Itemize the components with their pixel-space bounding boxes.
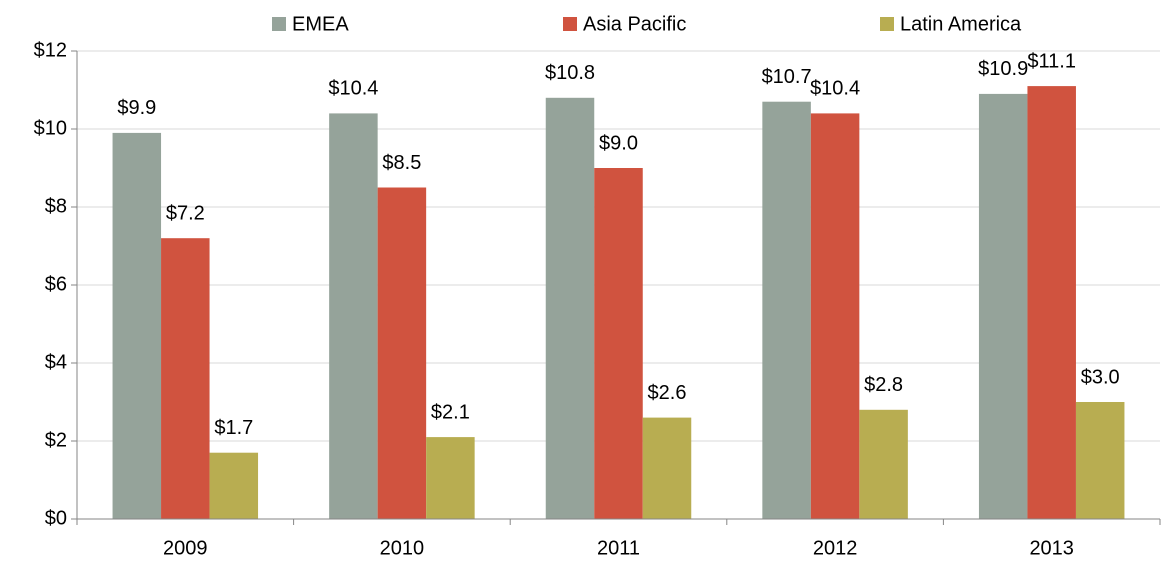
bar [377,187,427,519]
bar [594,168,643,519]
x-tick-label: 2009 [163,537,208,559]
value-label: $9.0 [599,132,638,154]
bar [329,113,378,520]
bar [112,132,162,519]
value-label: $10.4 [328,78,378,100]
value-label: $10.4 [810,78,860,100]
bar [209,452,259,519]
value-label: $7.2 [166,202,205,224]
y-tick-label: $10 [34,117,67,139]
bar [859,409,908,519]
value-label: $2.1 [431,401,470,423]
x-tick-label: 2013 [1029,537,1074,559]
y-tick-label: $12 [34,39,67,61]
value-label: $2.6 [648,382,687,404]
bar [1075,402,1125,519]
legend-swatch [272,17,286,31]
value-label: $3.0 [1081,366,1120,388]
value-label: $10.8 [545,62,595,84]
legend-swatch [563,17,577,31]
legend-swatch [880,17,894,31]
bar [161,238,210,519]
legend-label: Latin America [900,13,1022,35]
value-label: $9.9 [117,97,156,119]
bar [426,437,475,519]
value-label: $10.9 [978,58,1028,80]
x-tick-label: 2010 [380,537,425,559]
value-label: $1.7 [214,417,253,439]
value-label: $8.5 [382,152,421,174]
bar [762,101,811,519]
x-tick-label: 2011 [597,537,640,559]
value-label: $10.7 [762,66,812,88]
bar [978,93,1028,520]
x-tick-label: 2012 [813,537,858,559]
bar [810,113,860,520]
y-tick-label: $0 [45,507,67,529]
bar [545,97,595,520]
bar [1027,86,1076,519]
y-tick-label: $4 [45,351,67,373]
value-label: $2.8 [864,374,903,396]
value-label: $11.1 [1027,50,1076,72]
y-tick-label: $8 [45,195,67,217]
legend-label: Asia Pacific [583,13,686,35]
bar [642,417,692,519]
legend-label: EMEA [292,13,349,35]
y-tick-label: $6 [45,273,67,295]
y-tick-label: $2 [45,429,67,451]
